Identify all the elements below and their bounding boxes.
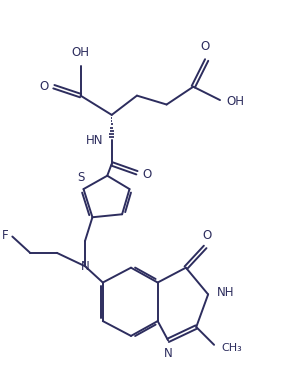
Text: OH: OH: [226, 95, 244, 108]
Text: NH: NH: [216, 285, 234, 298]
Text: N: N: [164, 347, 172, 360]
Text: N: N: [81, 260, 89, 273]
Text: O: O: [143, 168, 152, 181]
Text: O: O: [202, 229, 211, 241]
Text: O: O: [200, 41, 210, 53]
Text: CH₃: CH₃: [221, 343, 242, 353]
Text: F: F: [2, 229, 9, 241]
Text: S: S: [77, 171, 85, 184]
Text: O: O: [39, 80, 49, 93]
Text: OH: OH: [72, 46, 90, 59]
Text: HN: HN: [86, 134, 104, 147]
